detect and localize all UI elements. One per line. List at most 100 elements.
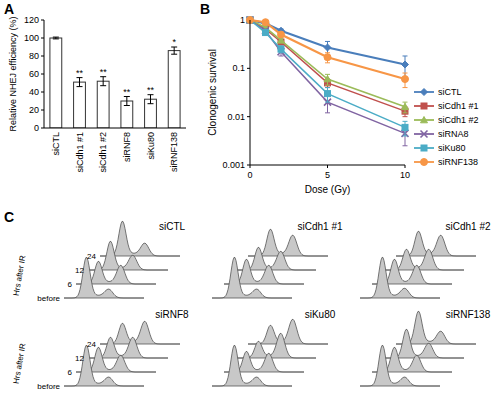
error-bar	[403, 73, 408, 88]
error-stem	[103, 77, 104, 86]
histogram	[212, 345, 292, 386]
error-cap	[403, 121, 408, 122]
marker	[402, 76, 409, 83]
panel-label: A	[4, 1, 14, 17]
significance: **	[76, 68, 84, 78]
marker	[402, 61, 409, 68]
error-cap	[325, 87, 330, 88]
panel-title: siRNF138	[446, 309, 491, 320]
error-cap	[171, 54, 177, 55]
bar	[121, 101, 133, 128]
error-cap	[53, 37, 59, 38]
tick-label: 0	[34, 123, 39, 133]
series-line	[250, 20, 405, 79]
marker	[324, 44, 331, 51]
panel-title: siCdh1 #2	[445, 221, 490, 232]
axis-label: Relative NHEJ efficiency (%)	[8, 17, 18, 132]
error-cap	[403, 112, 408, 113]
histogram	[360, 345, 440, 386]
legend-label: siCTL	[438, 87, 462, 97]
panel-title: siCTL	[159, 221, 186, 232]
legend-label: siRNA8	[438, 129, 469, 139]
category-label: siKu80	[146, 132, 156, 160]
ridgeline-panel	[212, 229, 328, 298]
time-label: 24	[87, 340, 96, 349]
legend-marker	[421, 159, 428, 166]
tick-label: 40	[29, 87, 39, 97]
series-line	[250, 20, 405, 111]
marker	[402, 103, 409, 109]
figure: A020406080100120Relative NHEJ efficiency…	[0, 0, 500, 396]
legend-label: siRNF138	[438, 157, 478, 167]
significance: **	[123, 87, 131, 97]
significance: *	[172, 37, 176, 47]
bar	[97, 81, 109, 128]
error-cap	[53, 38, 59, 39]
bar	[50, 38, 62, 128]
error-bar	[325, 74, 330, 85]
error-cap	[325, 52, 330, 53]
significance: **	[100, 67, 108, 77]
legend-marker	[421, 145, 427, 151]
legend-marker	[421, 103, 427, 109]
time-label: 24	[87, 252, 96, 261]
bar	[74, 82, 86, 128]
tick-label: 5	[325, 170, 330, 180]
error-cap	[403, 55, 408, 56]
axis-label: Dose (Gy)	[305, 184, 351, 195]
error-cap	[403, 135, 408, 136]
time-label: 6	[68, 368, 73, 377]
error-stem	[126, 97, 127, 106]
tick-label: 1	[240, 15, 245, 25]
category-label: siCTL	[51, 132, 61, 156]
histogram	[360, 257, 440, 298]
time-label: before	[37, 382, 60, 391]
y-axis	[250, 20, 251, 165]
error-bar	[77, 78, 83, 87]
series-line	[250, 20, 405, 133]
bars	[50, 37, 180, 128]
tick-label: 80	[29, 51, 39, 61]
panel-label: B	[200, 1, 210, 17]
error-bar	[325, 88, 330, 103]
error-bar	[100, 77, 106, 86]
marker	[278, 31, 285, 38]
marker	[263, 30, 269, 36]
error-bar	[403, 121, 408, 136]
error-cap	[100, 85, 106, 86]
bar	[145, 99, 157, 128]
tick-label: 0.001	[222, 160, 245, 170]
marker	[262, 19, 269, 26]
ridgeline-panel	[212, 319, 328, 386]
marker	[324, 54, 331, 61]
error-cap	[325, 62, 330, 63]
x-axis	[250, 165, 405, 166]
tick-label: 10	[400, 170, 410, 180]
significance: **	[147, 85, 155, 95]
time-label: 6	[68, 280, 73, 289]
tick-label: 0.1	[232, 63, 245, 73]
error-cap	[325, 112, 330, 113]
legend-marker	[421, 131, 428, 138]
marker	[402, 124, 408, 130]
plot-area	[247, 17, 409, 146]
error-stem	[79, 78, 80, 87]
marker	[278, 46, 284, 52]
category-label: siCdh1 #2	[98, 132, 108, 173]
legend-label: siCdh1 #1	[438, 101, 479, 111]
error-stem	[174, 47, 175, 54]
tick-label: 0.01	[227, 112, 245, 122]
axis-label: Clonogenic survival	[207, 49, 218, 136]
error-cap	[325, 87, 330, 88]
panel-title: siCdh1 #1	[297, 221, 342, 232]
series-line	[250, 20, 405, 107]
error-cap	[325, 102, 330, 103]
legend: siCTLsiCdh1 #1siCdh1 #2siRNA8siKu80siRNF…	[414, 87, 479, 167]
error-bar	[53, 37, 59, 39]
error-bar	[124, 97, 130, 106]
marker	[324, 76, 331, 82]
error-cap	[403, 73, 408, 74]
bar	[168, 51, 180, 128]
ridgeline-panel	[360, 311, 476, 386]
x-axis	[44, 128, 186, 129]
